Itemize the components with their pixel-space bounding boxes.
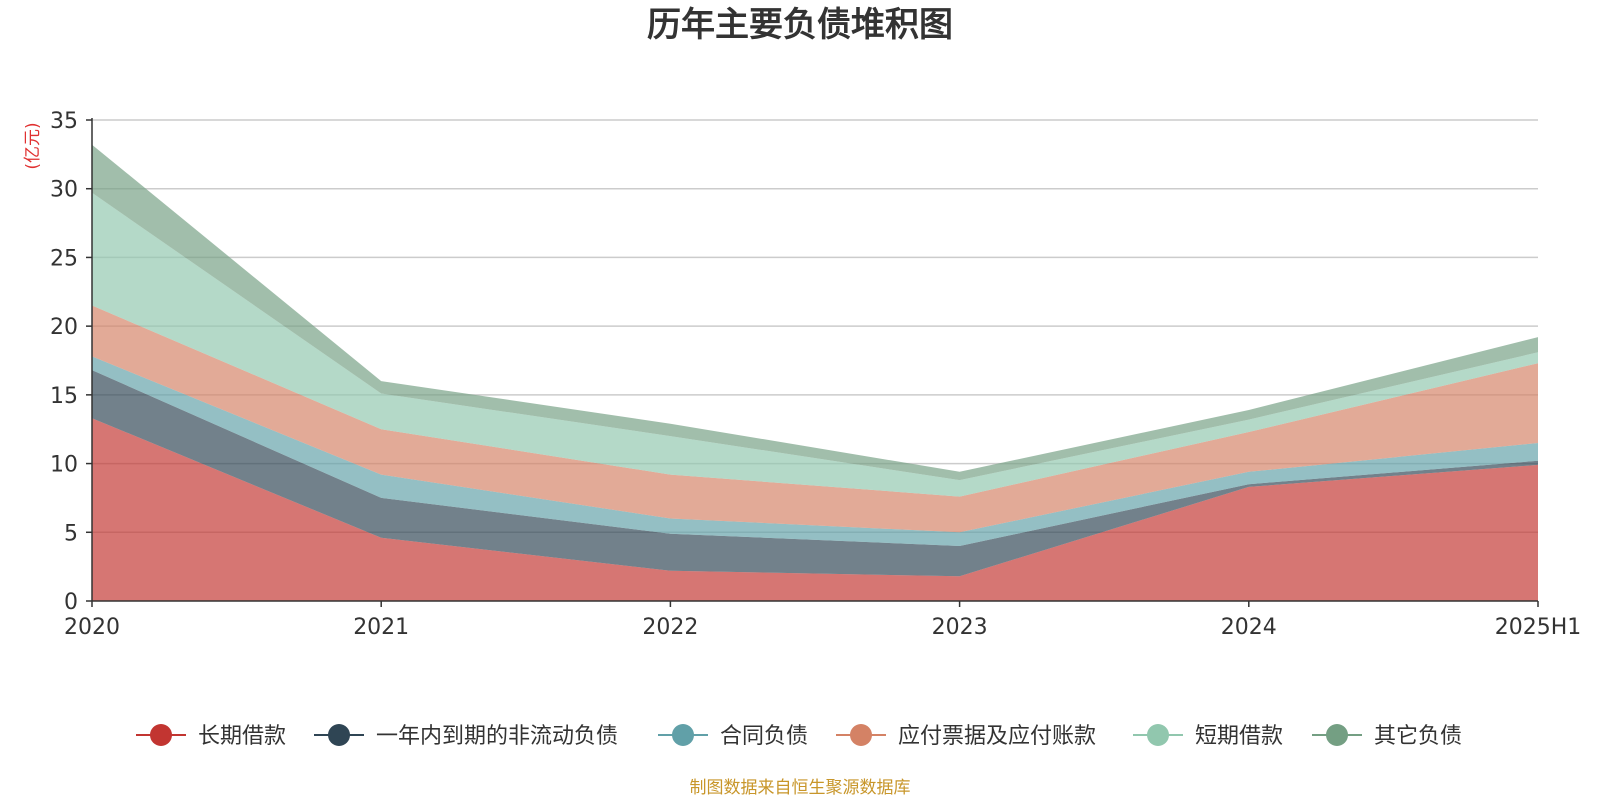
- legend-item[interactable]: 其它负债: [1312, 724, 1462, 749]
- legend-marker-icon: [850, 724, 872, 746]
- legend-marker-icon: [1326, 724, 1348, 746]
- area-series: [92, 192, 1538, 497]
- area-series: [92, 370, 1538, 577]
- area-series: [92, 418, 1538, 601]
- y-tick-label: 5: [64, 521, 78, 546]
- legend-label: 短期借款: [1195, 724, 1283, 749]
- area-series-group: [92, 144, 1538, 601]
- y-axis-unit: (亿元): [23, 122, 43, 169]
- y-tick-label: 10: [50, 453, 78, 478]
- legend-item[interactable]: 长期借款: [136, 724, 286, 749]
- legend-label: 一年内到期的非流动负债: [376, 724, 618, 749]
- source-note: 制图数据来自恒生聚源数据库: [690, 778, 911, 798]
- y-tick-label: 25: [50, 246, 78, 271]
- x-tick-label: 2025H1: [1495, 615, 1582, 640]
- area-series: [92, 144, 1538, 481]
- area-series: [92, 305, 1538, 533]
- legend-item[interactable]: 短期借款: [1133, 724, 1283, 749]
- y-tick-label: 20: [50, 315, 78, 340]
- legend: 长期借款 一年内到期的非流动负债 合同负债 应付票据及应付账款 短期借款 其它负债: [136, 724, 1462, 749]
- y-tick-label: 0: [64, 590, 78, 615]
- legend-label: 长期借款: [198, 724, 286, 749]
- legend-label: 其它负债: [1374, 724, 1462, 749]
- legend-marker-icon: [672, 724, 694, 746]
- legend-marker-icon: [328, 724, 350, 746]
- legend-marker-icon: [150, 724, 172, 746]
- area-series: [92, 356, 1538, 546]
- axes: 0 5 10 15 20 25 30 35 2020 2021 2022 2023 2024 2025H1: [50, 109, 1581, 640]
- legend-marker-icon: [1147, 724, 1169, 746]
- legend-item[interactable]: 合同负债: [658, 724, 808, 749]
- x-tick-label: 2022: [642, 615, 698, 640]
- legend-label: 合同负债: [720, 724, 808, 749]
- chart-title: 历年主要负债堆积图: [647, 5, 953, 45]
- legend-item[interactable]: 一年内到期的非流动负债: [314, 724, 618, 749]
- y-tick-label: 35: [50, 109, 78, 134]
- y-tick-label: 15: [50, 384, 78, 409]
- x-tick-label: 2021: [353, 615, 409, 640]
- y-tick-label: 30: [50, 178, 78, 203]
- x-tick-label: 2024: [1221, 615, 1277, 640]
- x-tick-label: 2023: [932, 615, 988, 640]
- legend-label: 应付票据及应付账款: [898, 724, 1096, 749]
- x-tick-label: 2020: [64, 615, 120, 640]
- legend-item[interactable]: 应付票据及应付账款: [836, 724, 1096, 749]
